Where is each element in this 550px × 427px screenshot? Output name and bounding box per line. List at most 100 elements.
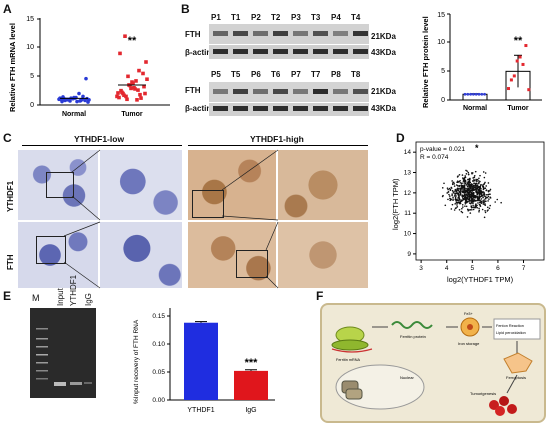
panel-d-point xyxy=(452,196,454,199)
panel-d-point xyxy=(478,181,480,184)
panel-a-point-tumor xyxy=(117,95,121,100)
ihc-fth-high-zoom xyxy=(278,222,368,288)
panel-d-point xyxy=(456,202,459,204)
panel-b-lane-label: T4 xyxy=(351,13,361,22)
panel-d-point xyxy=(480,183,482,186)
panel-d-point xyxy=(460,199,463,201)
panel-d-point xyxy=(453,183,456,185)
panel-d-point xyxy=(472,208,475,211)
panel-b-band-actin xyxy=(253,106,268,111)
panel-a-point-tumor xyxy=(136,88,140,92)
panel-d-point xyxy=(484,209,486,212)
panel-c: YTHDF1-low YTHDF1-high YTHDF1 FTH xyxy=(0,130,390,290)
panel-b-size-fth-top: 21KDa xyxy=(371,32,396,41)
panel-d-point xyxy=(454,198,457,201)
panel-d-point xyxy=(480,191,482,193)
panel-d-point xyxy=(480,200,483,203)
panel-e-ytick-1: 0.05 xyxy=(152,369,165,376)
panel-d-point xyxy=(464,202,467,205)
panel-d-point xyxy=(472,202,474,205)
panel-d-point xyxy=(459,193,462,196)
panel-d-point xyxy=(466,200,469,203)
panel-d-point xyxy=(446,187,449,189)
panel-d-point xyxy=(474,180,476,182)
panel-a-point-normal xyxy=(86,100,90,104)
panel-b-chart-point-tumor xyxy=(521,62,525,66)
panel-a-point-tumor xyxy=(138,92,142,97)
panel-label-b: B xyxy=(181,2,190,16)
panel-d-point xyxy=(483,199,486,201)
panel-d-point xyxy=(480,189,482,192)
panel-d-xtick-label: 3 xyxy=(419,265,423,272)
panel-d-point xyxy=(463,196,466,199)
panel-d-point xyxy=(474,170,477,173)
panel-d-point xyxy=(461,211,464,214)
panel-d-point xyxy=(470,206,473,208)
panel-d-point xyxy=(447,188,449,191)
panel-d-point xyxy=(453,192,455,194)
panel-c-header-line-high xyxy=(188,145,368,146)
panel-d-point xyxy=(469,187,472,189)
panel-d-point xyxy=(444,204,447,207)
panel-d-ytick-label: 11 xyxy=(404,210,411,217)
panel-d-point xyxy=(463,182,465,184)
panel-d-ylabel: log2(FTH TPM) xyxy=(391,178,400,230)
panel-f-label-mrna: Ferritin mRNA xyxy=(336,358,361,362)
panel-d-point xyxy=(471,195,473,198)
panel-b-band-fth xyxy=(253,31,268,36)
panel-d-point xyxy=(469,202,472,205)
panel-b-chart-ytick-0: 0 xyxy=(441,97,445,104)
panel-a-point-tumor xyxy=(141,71,145,76)
panel-d-point xyxy=(467,180,470,183)
panel-d-point xyxy=(476,193,478,196)
mrna-strand-icon xyxy=(331,348,373,353)
panel-a-point-tumor xyxy=(115,94,119,99)
panel-d-point xyxy=(472,180,474,182)
panel-b-band-fth xyxy=(293,31,308,36)
panel-d-point xyxy=(478,177,480,180)
panel-d-point xyxy=(471,192,474,195)
panel-b-lane-label: T5 xyxy=(231,70,241,79)
panel-d-point xyxy=(496,198,499,201)
panel-d-point xyxy=(448,195,451,197)
panel-e-gel-lane-input: Input xyxy=(56,288,65,306)
panel-d-point xyxy=(476,206,479,209)
panel-d-point xyxy=(459,198,461,201)
panel-d-point xyxy=(467,178,469,181)
panel-a-xcat-tumor: Tumor xyxy=(121,111,143,118)
panel-d-point xyxy=(446,192,448,194)
panel-d-point xyxy=(455,191,458,193)
panel-d-point xyxy=(473,174,476,177)
panel-b-band-actin xyxy=(233,49,248,54)
panel-a-xcat-normal: Normal xyxy=(62,111,86,118)
panel-d-point xyxy=(479,205,482,207)
panel-d-point xyxy=(463,184,466,186)
panel-e-gel-lane-igg: IgG xyxy=(84,293,93,306)
panel-b-band-fth xyxy=(353,89,368,94)
panel-b-band-fth xyxy=(333,31,348,36)
panel-c-header-line-low xyxy=(22,145,182,146)
panel-d-point xyxy=(465,169,467,172)
panel-b-chart-point-normal xyxy=(472,92,475,96)
panel-d-point xyxy=(482,196,484,199)
panel-b-band-actin xyxy=(273,106,288,111)
panel-d-point xyxy=(471,208,473,211)
panel-d-ytick-label: 9 xyxy=(407,251,411,258)
panel-d-point xyxy=(450,186,453,189)
panel-a-point-normal xyxy=(81,94,85,99)
panel-d-point xyxy=(477,202,479,204)
panel-b-lane-label: T6 xyxy=(271,70,281,79)
panel-d-point xyxy=(452,198,454,200)
panel-a-point-normal xyxy=(84,76,88,81)
panel-d-point xyxy=(471,188,474,190)
panel-d-point xyxy=(474,205,477,208)
panel-d-point xyxy=(460,184,463,187)
panel-d-point xyxy=(466,170,468,172)
panel-d-point xyxy=(462,197,464,199)
panel-d-point xyxy=(459,188,462,191)
panel-label-a: A xyxy=(3,2,12,16)
panel-b-chart-point-normal xyxy=(469,92,472,96)
panel-a-point-tumor xyxy=(118,51,122,56)
panel-b-bands xyxy=(213,31,368,111)
panel-d-point xyxy=(468,191,471,194)
